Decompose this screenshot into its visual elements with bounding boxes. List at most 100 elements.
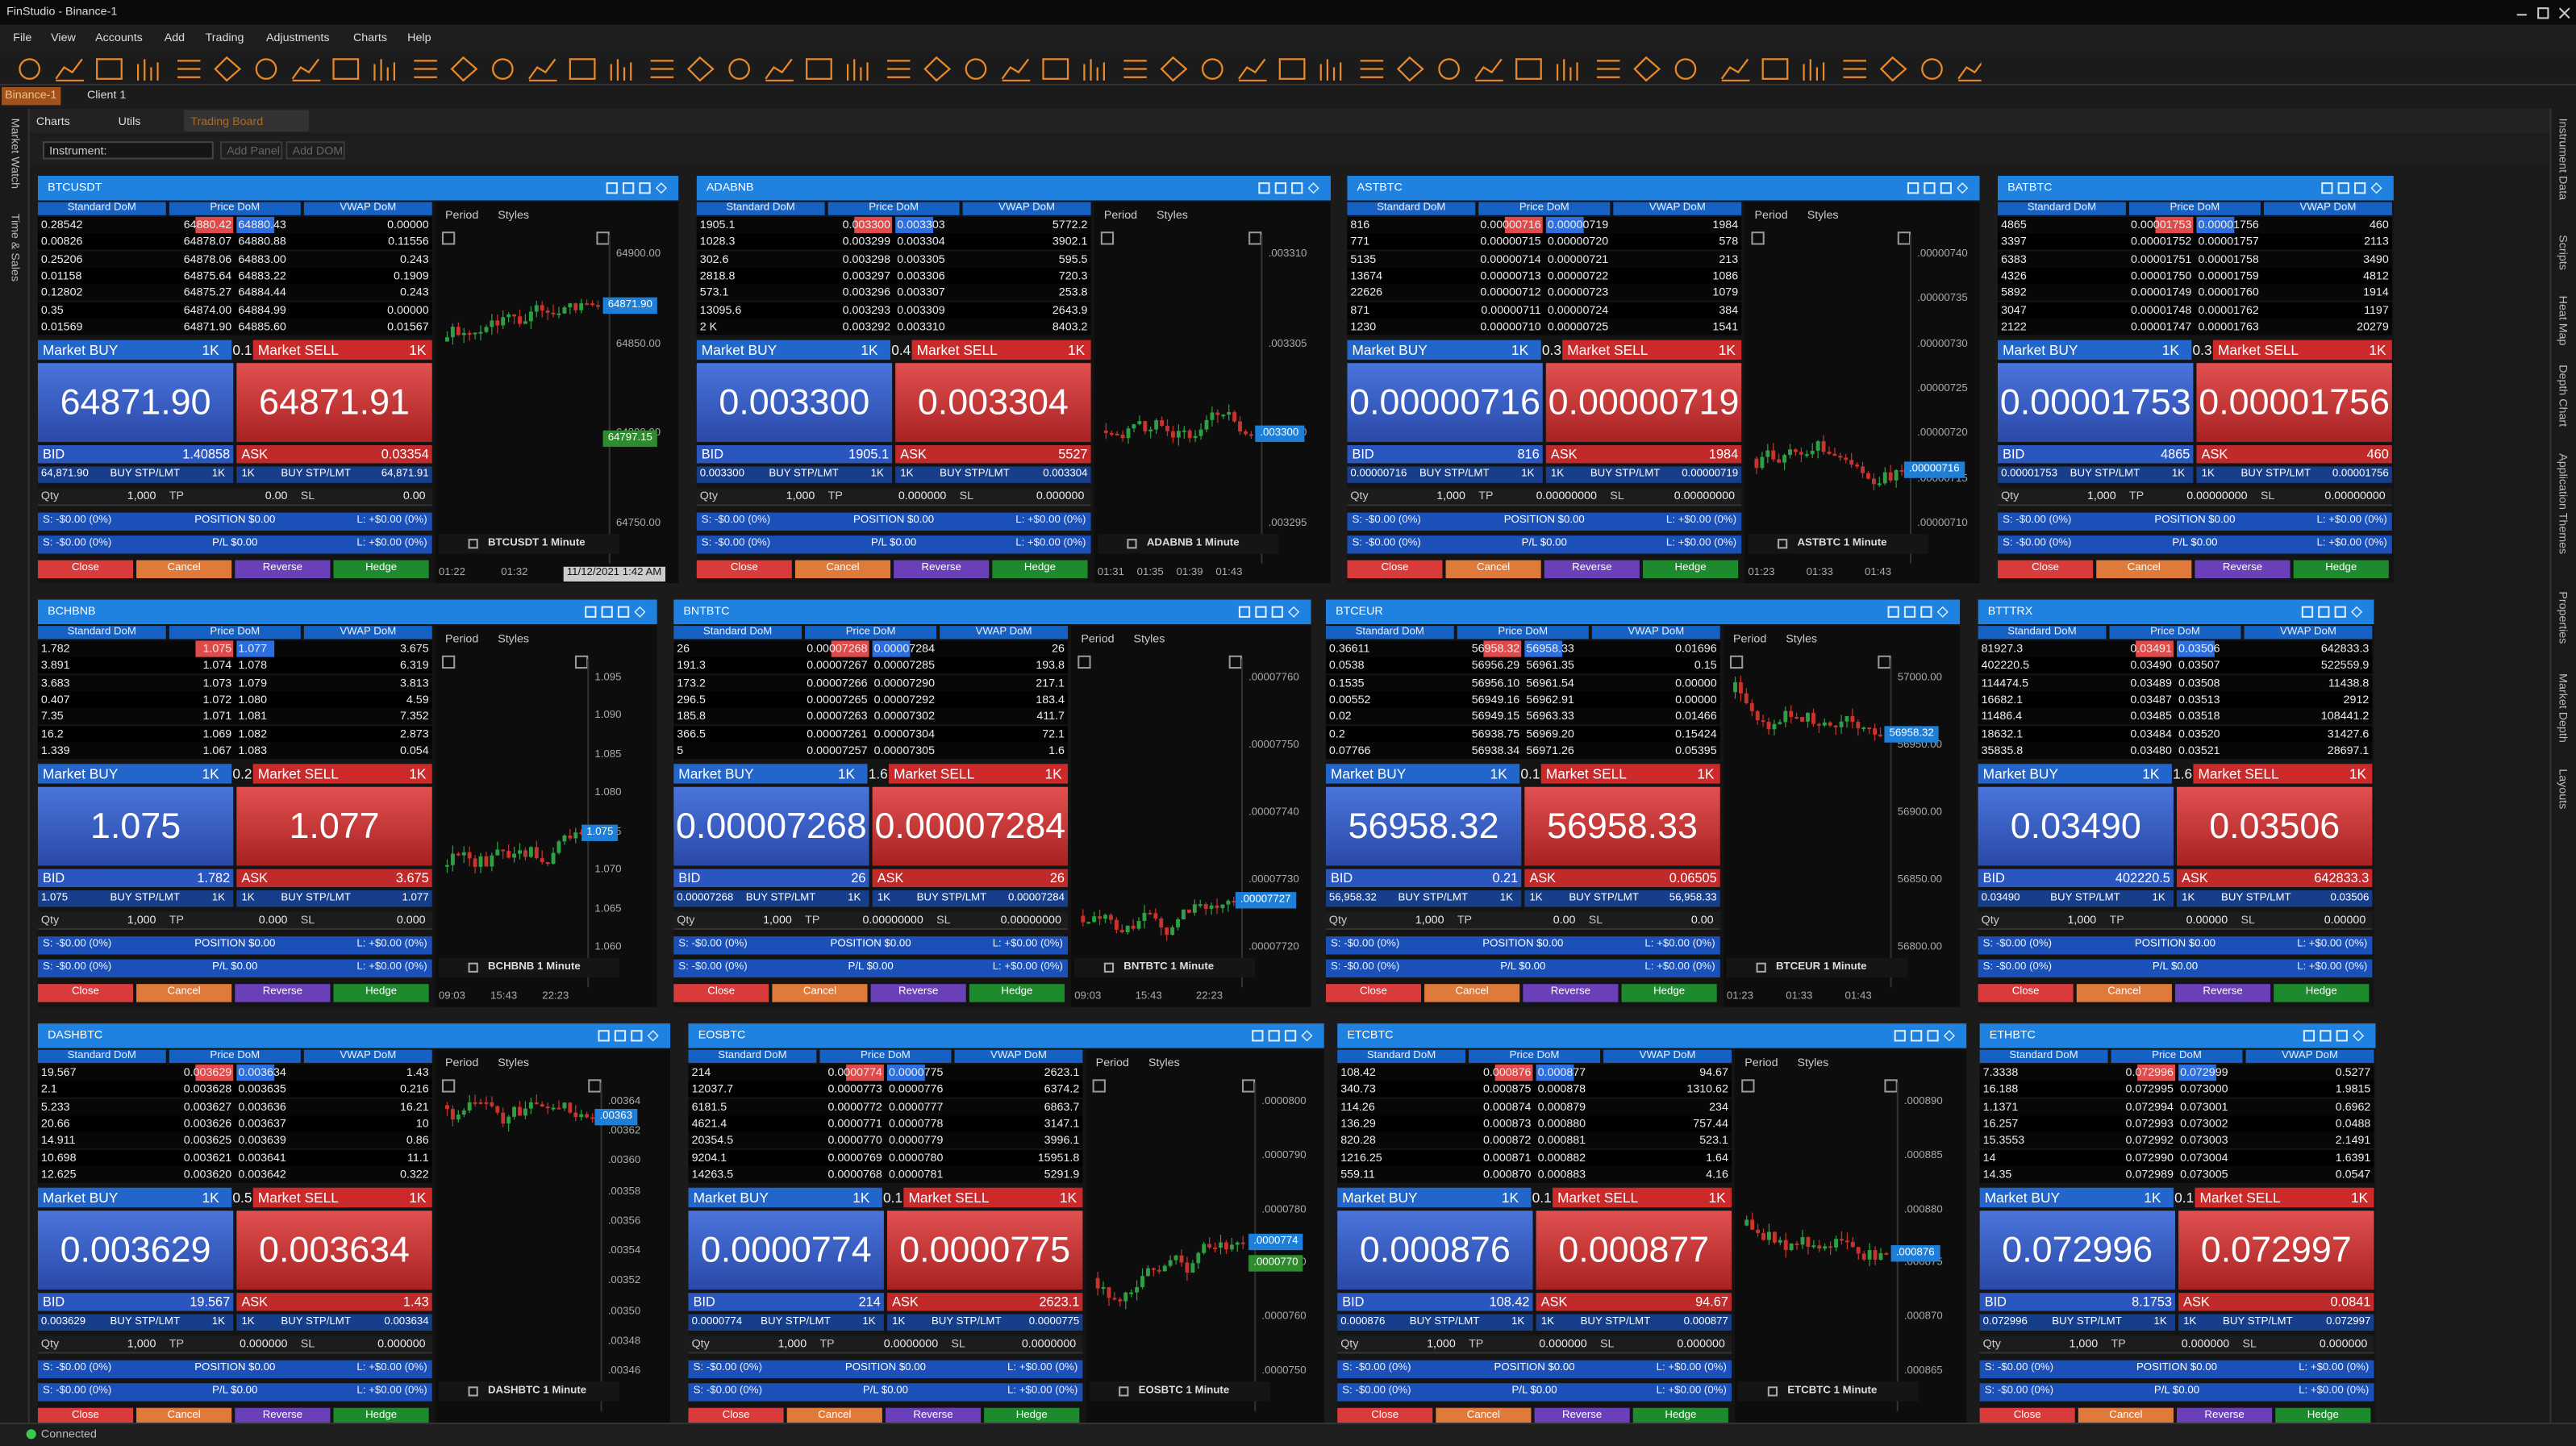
toolbar-button[interactable] <box>414 60 437 78</box>
toolbar-button[interactable] <box>1042 58 1069 80</box>
panel-header-button[interactable] <box>1238 606 1251 618</box>
period-button[interactable]: Period <box>1754 210 1788 222</box>
reverse-button[interactable]: Reverse <box>235 1407 331 1427</box>
qty-value[interactable]: 1,000 <box>127 491 156 503</box>
toolbar-button[interactable] <box>1319 59 1342 81</box>
stp-buy-row[interactable] <box>1997 466 2194 483</box>
toolbar-button[interactable] <box>1278 58 1306 80</box>
hedge-button[interactable]: Hedge <box>333 1407 429 1427</box>
cancel-button[interactable]: Cancel <box>1445 560 1541 579</box>
right-sidebar-tab[interactable]: Layouts <box>2556 769 2568 810</box>
buy-price-button[interactable]: 64871.90 <box>37 363 234 442</box>
close-button[interactable]: Close <box>1979 1407 2075 1427</box>
stp-sell-row[interactable] <box>2177 890 2373 907</box>
sell-price-button[interactable]: 0.003634 <box>236 1211 432 1290</box>
hedge-button[interactable]: Hedge <box>1632 1407 1728 1427</box>
reverse-button[interactable]: Reverse <box>1544 560 1640 579</box>
chart-tool[interactable] <box>1100 231 1115 245</box>
tp-value[interactable]: 0.000000 <box>2181 1339 2230 1351</box>
legend-checkbox[interactable] <box>468 1386 478 1397</box>
toolbar-button[interactable] <box>1633 56 1661 82</box>
period-button[interactable]: Period <box>1095 1057 1129 1070</box>
sell-price-button[interactable]: 64871.91 <box>236 363 432 442</box>
panel-header-button[interactable] <box>1274 182 1286 194</box>
buy-price-button[interactable]: 0.00001753 <box>1997 363 2194 442</box>
menu-item[interactable]: Trading <box>205 32 244 44</box>
panel-header-button[interactable] <box>1920 606 1932 618</box>
left-sidebar-tab[interactable]: Time & Sales <box>8 214 20 282</box>
market-sell-button[interactable] <box>1552 1187 1732 1208</box>
tab[interactable]: Charts <box>35 116 70 128</box>
right-sidebar-tab[interactable]: Scripts <box>2556 235 2568 270</box>
buy-price-button[interactable]: 0.00000716 <box>1347 363 1543 442</box>
toolbar-button[interactable] <box>255 58 277 80</box>
stp-buy-row[interactable] <box>37 466 234 483</box>
stp-sell-row[interactable] <box>2196 466 2392 483</box>
menu-item[interactable]: View <box>51 32 76 44</box>
sl-value[interactable]: 0.000 <box>396 915 426 927</box>
panel-header-button[interactable] <box>2337 182 2349 194</box>
toolbar-button[interactable] <box>965 58 987 80</box>
toolbar-button[interactable] <box>136 59 159 81</box>
qty-value[interactable]: 1,000 <box>2069 1339 2099 1351</box>
styles-button[interactable]: Styles <box>1786 634 1818 646</box>
styles-button[interactable]: Styles <box>498 210 530 222</box>
market-sell-button[interactable] <box>1562 340 1742 360</box>
sl-value[interactable]: 0.000000 <box>1677 1339 1725 1351</box>
sell-price-button[interactable]: 1.077 <box>236 786 432 866</box>
workspace-tab[interactable]: Binance-1 <box>5 90 57 102</box>
market-buy-button[interactable] <box>37 1187 232 1208</box>
panel-header-button[interactable] <box>1255 606 1267 618</box>
chart-tool[interactable] <box>1741 1079 1755 1093</box>
toolbar-button[interactable] <box>1438 58 1460 80</box>
close-button[interactable]: Close <box>688 1407 784 1427</box>
market-sell-button[interactable] <box>252 340 432 360</box>
market-sell-button[interactable] <box>252 764 432 784</box>
sell-price-button[interactable]: 0.0000775 <box>886 1211 1083 1290</box>
buy-price-button[interactable]: 0.003629 <box>37 1211 234 1290</box>
stp-buy-row[interactable] <box>1978 890 2174 907</box>
sell-price-button[interactable]: 0.03506 <box>2177 786 2373 866</box>
hedge-button[interactable]: Hedge <box>2293 560 2389 579</box>
chart-tool[interactable] <box>1884 1079 1898 1093</box>
panel-header-button[interactable] <box>1907 182 1919 194</box>
market-sell-button[interactable] <box>903 1187 1083 1208</box>
toolbar-button[interactable] <box>650 60 674 78</box>
chart-tool[interactable] <box>1078 655 1091 669</box>
tp-value[interactable]: 0.00000 <box>2186 915 2228 927</box>
panel-header-button[interactable] <box>1903 606 1916 618</box>
toolbar-button[interactable] <box>96 58 123 80</box>
stp-buy-row[interactable] <box>688 1314 884 1331</box>
tp-value[interactable]: 0.00000000 <box>862 915 923 927</box>
panel-header-button[interactable] <box>1268 1030 1280 1042</box>
panel-header-button[interactable] <box>2301 606 2314 618</box>
market-sell-button[interactable] <box>911 340 1091 360</box>
cancel-button[interactable]: Cancel <box>2078 1407 2174 1427</box>
styles-button[interactable]: Styles <box>1807 210 1839 222</box>
toolbar-button[interactable] <box>1160 56 1188 82</box>
tp-value[interactable]: 0.00000000 <box>2186 491 2248 503</box>
qty-value[interactable]: 1,000 <box>127 915 156 927</box>
toolbar-button[interactable] <box>373 59 396 81</box>
tab[interactable]: Utils <box>118 116 141 128</box>
market-buy-button[interactable] <box>1979 1187 2174 1208</box>
stp-buy-row[interactable] <box>673 890 869 907</box>
toolbar-button[interactable] <box>1474 58 1503 81</box>
stp-sell-row[interactable] <box>886 1314 1083 1331</box>
chart-tool[interactable] <box>1729 655 1744 669</box>
panel-header-button[interactable] <box>1911 1030 1923 1042</box>
stp-sell-row[interactable] <box>236 890 432 907</box>
toolbar-button[interactable] <box>1761 58 1789 80</box>
hedge-button[interactable]: Hedge <box>333 984 429 1002</box>
sell-price-button[interactable]: 0.00000719 <box>1545 363 1742 442</box>
styles-button[interactable]: Styles <box>1133 634 1165 646</box>
market-sell-button[interactable] <box>2212 340 2392 360</box>
market-buy-button[interactable] <box>1325 764 1520 784</box>
market-buy-button[interactable] <box>1337 1187 1532 1208</box>
close-button[interactable]: Close <box>1997 560 2094 579</box>
toolbar-button[interactable] <box>450 56 478 82</box>
stp-sell-row[interactable] <box>2178 1314 2374 1331</box>
styles-button[interactable]: Styles <box>1148 1057 1180 1070</box>
toolbar-button[interactable] <box>1396 56 1424 82</box>
hedge-button[interactable]: Hedge <box>2275 1407 2371 1427</box>
